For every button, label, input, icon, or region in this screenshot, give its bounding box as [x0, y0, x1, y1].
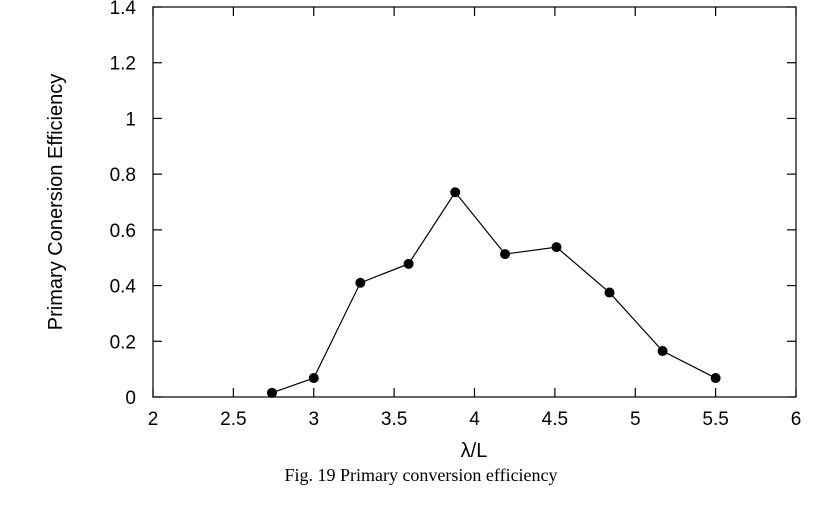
- y-tick-label: 1.4: [110, 0, 137, 19]
- series: [266, 187, 721, 398]
- x-axis-label: λ/L: [461, 440, 488, 462]
- y-tick-label: 0.2: [110, 332, 136, 353]
- ticks: [152, 6, 797, 398]
- y-tick-label: 0: [125, 388, 136, 409]
- x-tick-label: 4.5: [542, 409, 568, 430]
- x-tick-label: 3.5: [381, 409, 407, 430]
- figure-caption: Fig. 19 Primary conversion efficiency: [284, 465, 557, 485]
- data-point: [450, 187, 461, 198]
- x-tick-label: 3: [308, 409, 319, 430]
- x-tick-label: 5.5: [702, 409, 728, 430]
- data-point: [604, 287, 615, 298]
- data-point: [551, 242, 562, 253]
- data-point: [710, 373, 721, 384]
- data-point: [308, 373, 319, 384]
- x-tick-label: 6: [791, 409, 802, 430]
- data-point: [403, 258, 414, 269]
- y-tick-label: 1: [125, 109, 136, 130]
- data-point: [266, 387, 277, 398]
- x-tick-label: 4: [469, 409, 480, 430]
- data-point: [500, 249, 511, 260]
- y-tick-label: 0.6: [110, 221, 136, 242]
- x-tick-label: 2: [148, 409, 159, 430]
- y-tick-label: 0.4: [110, 277, 137, 298]
- y-tick-label: 0.8: [110, 165, 136, 186]
- y-axis-label: Primary Conersion Efficiency: [45, 74, 67, 330]
- tick-labels: 2 2.5 3 3.5 4 4.5 5 5.5 6 0 0.2 0.4 0.6 0.8 1 1.2 1.4: [110, 0, 802, 430]
- series-line: [271, 191, 716, 394]
- data-point: [355, 277, 366, 288]
- x-tick-label: 5: [630, 409, 641, 430]
- axes: [152, 6, 797, 398]
- data-point: [657, 346, 668, 357]
- y-tick-label: 1.2: [110, 54, 136, 75]
- x-tick-label: 2.5: [220, 409, 246, 430]
- plot-frame: [152, 6, 797, 398]
